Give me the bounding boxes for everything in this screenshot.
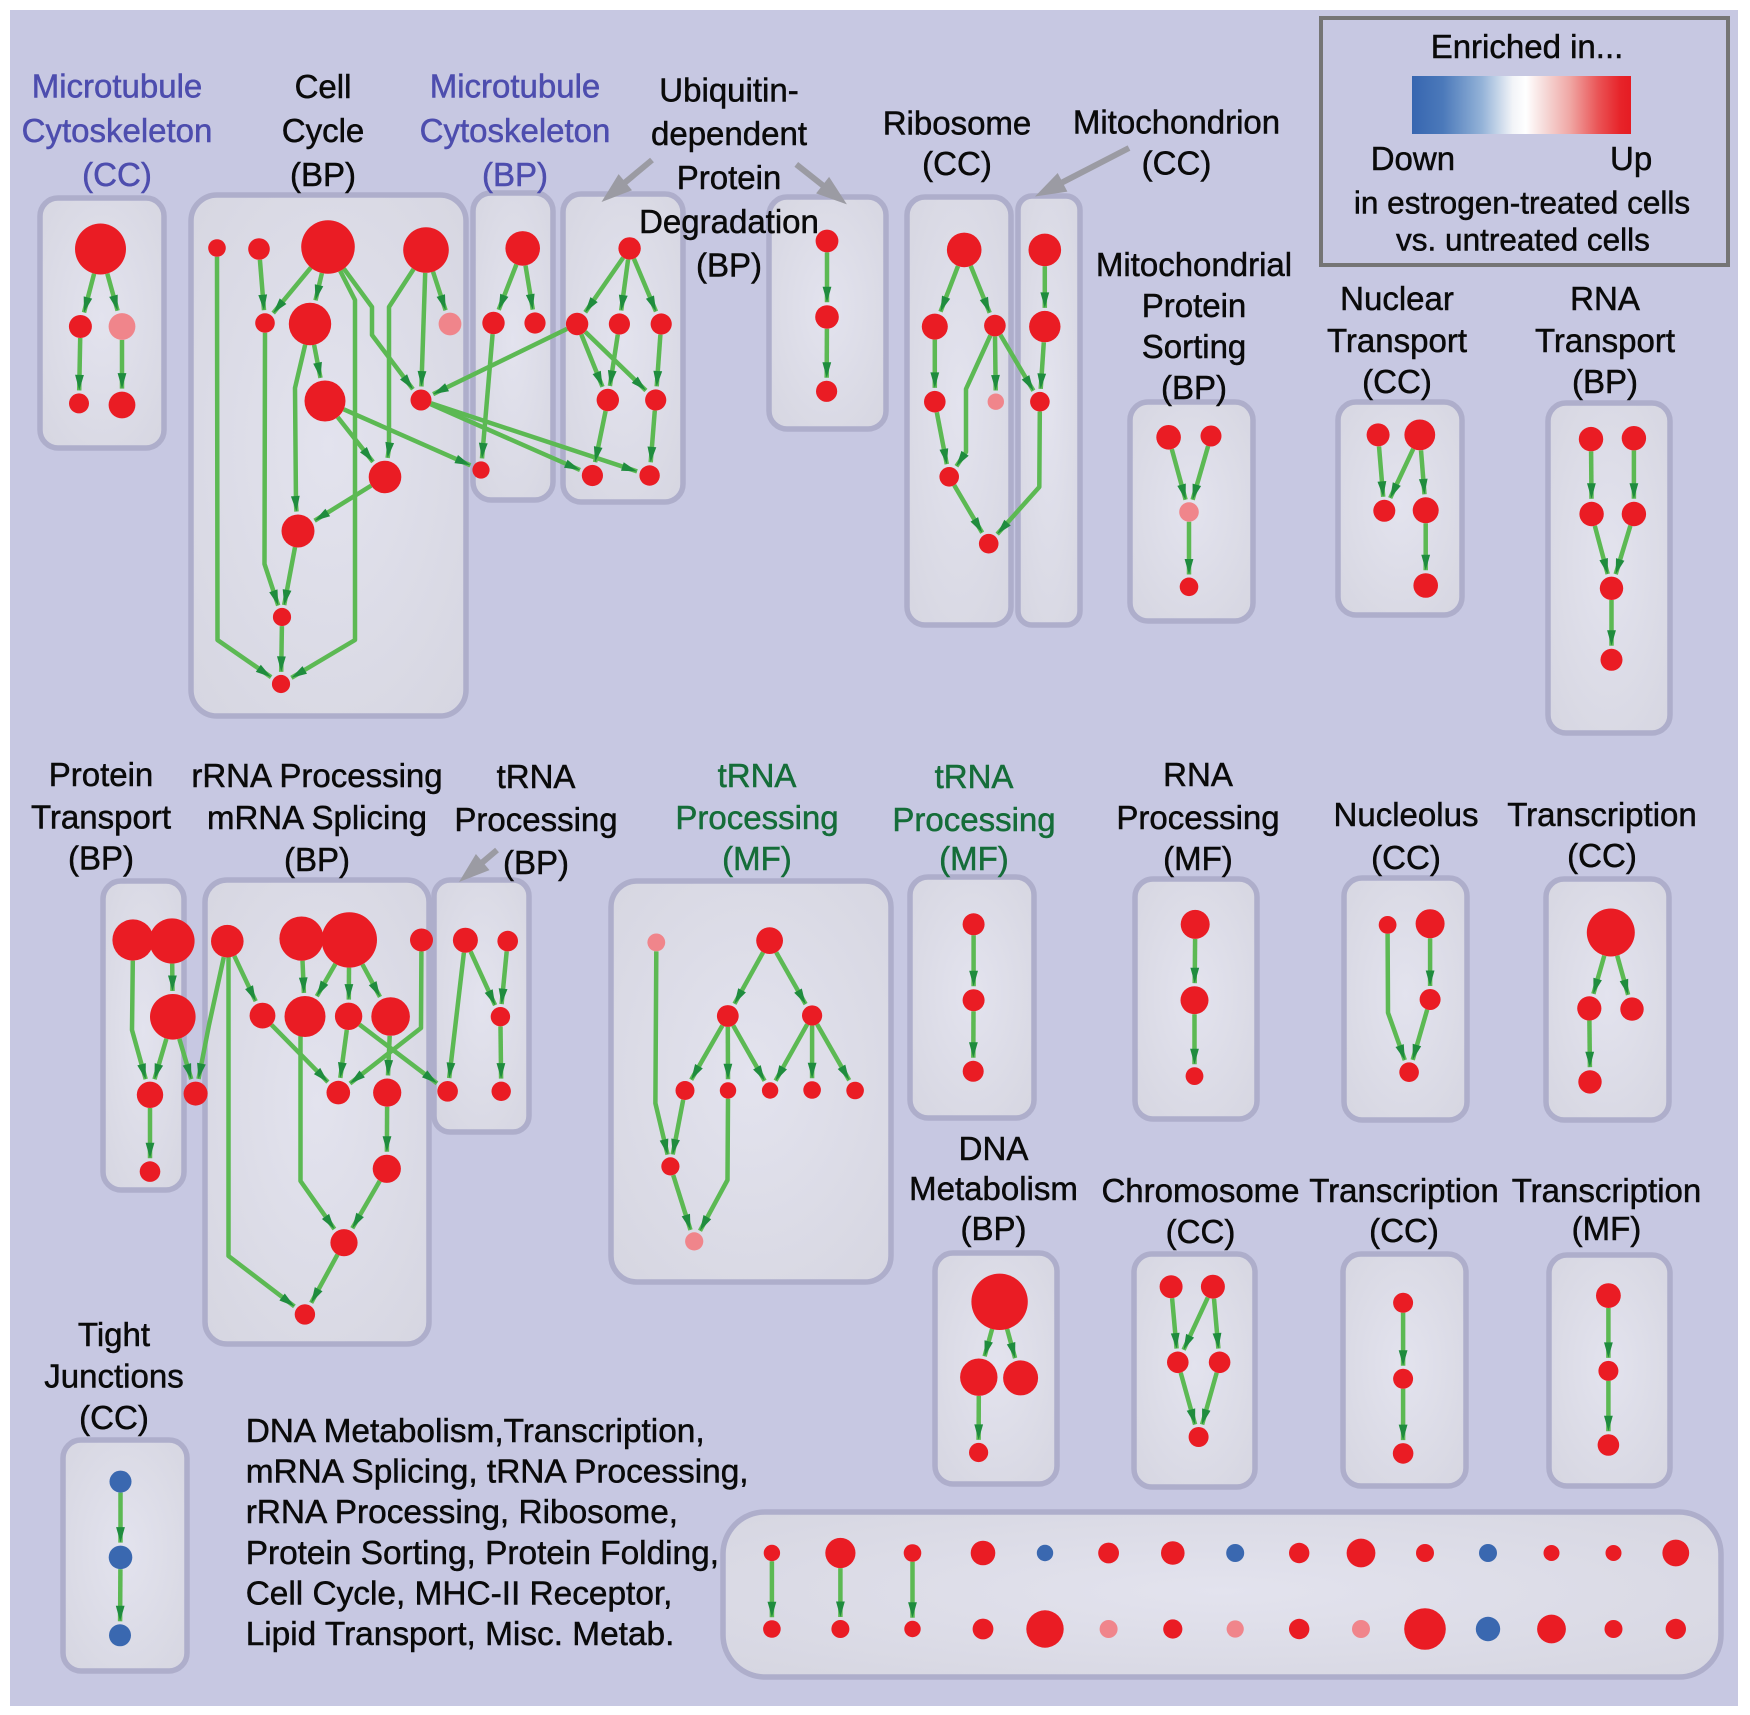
svg-text:Tight: Tight: [78, 1316, 150, 1353]
svg-text:RNA: RNA: [1163, 756, 1233, 793]
svg-text:DNA Metabolism,Transcription,: DNA Metabolism,Transcription,: [246, 1413, 705, 1450]
svg-text:Microtubule: Microtubule: [32, 68, 203, 105]
svg-text:Cell: Cell: [295, 68, 352, 105]
svg-text:RNA: RNA: [1570, 280, 1640, 317]
svg-text:(BP): (BP): [1572, 363, 1638, 400]
svg-text:tRNA: tRNA: [718, 757, 797, 794]
svg-text:dependent: dependent: [651, 115, 807, 152]
svg-text:Nuclear: Nuclear: [1340, 280, 1454, 317]
svg-text:(CC): (CC): [1567, 837, 1637, 874]
svg-text:(MF): (MF): [939, 840, 1009, 877]
svg-text:(CC): (CC): [1166, 1213, 1236, 1250]
svg-text:(MF): (MF): [1572, 1210, 1642, 1247]
svg-text:Transcription: Transcription: [1507, 796, 1697, 833]
svg-text:(BP): (BP): [68, 840, 134, 877]
svg-text:(BP): (BP): [1161, 369, 1227, 406]
svg-text:Cytoskeleton: Cytoskeleton: [420, 112, 611, 149]
svg-text:Ribosome: Ribosome: [883, 105, 1032, 142]
svg-text:Protein: Protein: [1142, 287, 1247, 324]
svg-text:(BP): (BP): [284, 841, 350, 878]
svg-text:rRNA Processing: rRNA Processing: [191, 757, 442, 794]
svg-text:(CC): (CC): [1371, 839, 1441, 876]
svg-text:(BP): (BP): [961, 1210, 1027, 1247]
svg-text:(CC): (CC): [1142, 145, 1212, 182]
svg-text:Junctions: Junctions: [44, 1358, 183, 1395]
svg-text:Down: Down: [1371, 140, 1455, 177]
svg-text:mRNA Splicing, tRNA Processing: mRNA Splicing, tRNA Processing,: [246, 1454, 749, 1491]
svg-text:(CC): (CC): [1369, 1212, 1439, 1249]
svg-text:rRNA Processing, Ribosome,: rRNA Processing, Ribosome,: [246, 1494, 678, 1531]
svg-text:Processing: Processing: [1116, 799, 1279, 836]
svg-text:Up: Up: [1610, 140, 1652, 177]
svg-text:Cycle: Cycle: [282, 112, 365, 149]
svg-text:Sorting: Sorting: [1142, 328, 1247, 365]
svg-text:(CC): (CC): [82, 156, 152, 193]
svg-text:(BP): (BP): [482, 156, 548, 193]
svg-text:Lipid Transport, Misc. Metab.: Lipid Transport, Misc. Metab.: [246, 1616, 675, 1653]
svg-text:Protein: Protein: [677, 159, 782, 196]
svg-text:Protein Sorting, Protein Foldi: Protein Sorting, Protein Folding,: [246, 1535, 719, 1572]
svg-text:(BP): (BP): [290, 156, 356, 193]
svg-text:Protein: Protein: [49, 756, 154, 793]
svg-text:in estrogen-treated cells: in estrogen-treated cells: [1354, 184, 1690, 220]
svg-text:Cell Cycle, MHC-II Receptor,: Cell Cycle, MHC-II Receptor,: [246, 1575, 673, 1612]
svg-text:Transcription: Transcription: [1512, 1172, 1702, 1209]
svg-text:Enriched in...: Enriched in...: [1431, 28, 1624, 65]
svg-text:Transport: Transport: [1327, 322, 1467, 359]
svg-text:(CC): (CC): [922, 145, 992, 182]
svg-text:Processing: Processing: [892, 801, 1055, 838]
svg-text:tRNA: tRNA: [935, 758, 1014, 795]
svg-text:Ubiquitin-: Ubiquitin-: [659, 72, 798, 109]
svg-text:(CC): (CC): [1362, 363, 1432, 400]
svg-text:Metabolism: Metabolism: [909, 1170, 1078, 1207]
svg-text:Microtubule: Microtubule: [430, 68, 601, 105]
svg-text:mRNA Splicing: mRNA Splicing: [207, 799, 427, 836]
svg-text:DNA: DNA: [959, 1130, 1029, 1167]
svg-text:Transport: Transport: [1535, 322, 1675, 359]
svg-text:vs. untreated cells: vs. untreated cells: [1396, 222, 1650, 258]
svg-text:Processing: Processing: [454, 801, 617, 838]
svg-text:(BP): (BP): [696, 247, 762, 284]
svg-text:Mitochondrion: Mitochondrion: [1073, 104, 1280, 141]
svg-text:(CC): (CC): [79, 1399, 149, 1436]
svg-text:(BP): (BP): [503, 844, 569, 881]
svg-text:Transcription: Transcription: [1309, 1172, 1499, 1209]
svg-text:Nucleolus: Nucleolus: [1334, 796, 1479, 833]
svg-text:Cytoskeleton: Cytoskeleton: [22, 112, 213, 149]
svg-text:(MF): (MF): [1163, 840, 1233, 877]
svg-text:Processing: Processing: [675, 799, 838, 836]
svg-text:Transport: Transport: [31, 799, 171, 836]
svg-text:Mitochondrial: Mitochondrial: [1096, 246, 1292, 283]
svg-text:Chromosome: Chromosome: [1101, 1172, 1299, 1209]
svg-text:Degradation: Degradation: [639, 203, 819, 240]
svg-text:tRNA: tRNA: [497, 758, 576, 795]
svg-text:(MF): (MF): [722, 840, 792, 877]
